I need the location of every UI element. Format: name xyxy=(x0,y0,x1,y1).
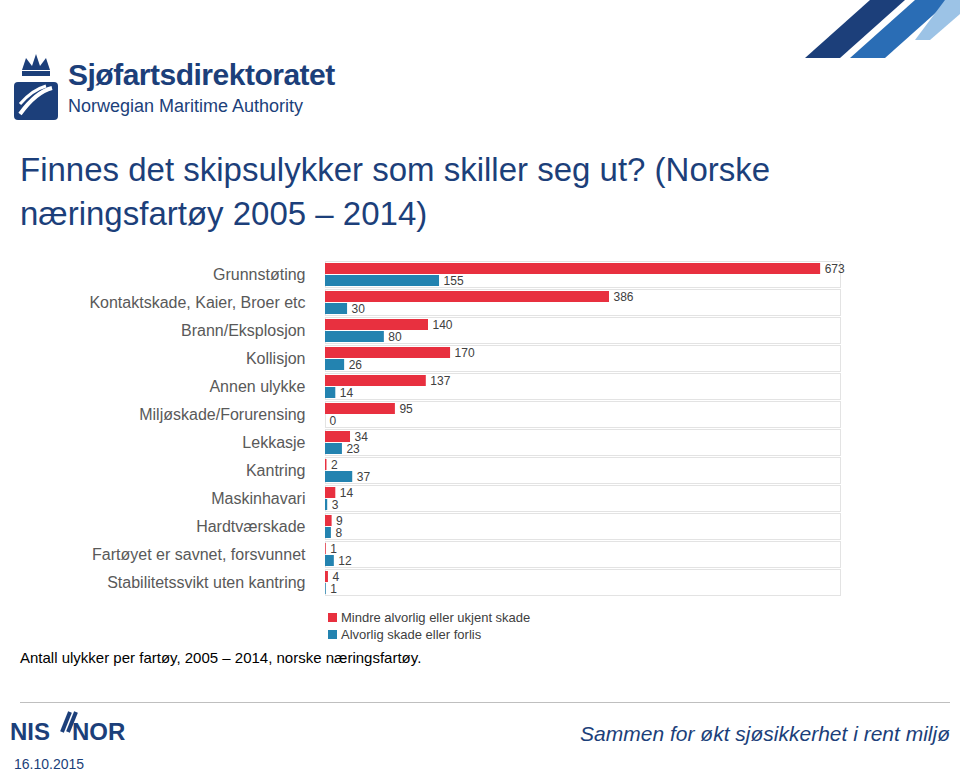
svg-text:4: 4 xyxy=(332,569,340,584)
svg-text:2: 2 xyxy=(331,458,338,472)
svg-text:12: 12 xyxy=(338,554,352,568)
svg-text:Kontaktskade, Kaier, Broer etc: Kontaktskade, Kaier, Broer etc xyxy=(89,294,305,311)
html-text:Mindre alvorlig eller ukjent s: Mindre alvorlig eller ukjent skade xyxy=(341,610,531,625)
svg-text:23: 23 xyxy=(346,442,360,456)
svg-text:30: 30 xyxy=(352,302,366,316)
svg-text:Grunnstøting: Grunnstøting xyxy=(213,266,305,283)
svg-text:386: 386 xyxy=(613,290,633,304)
html-text:NIS: NIS xyxy=(10,718,50,745)
svg-text:155: 155 xyxy=(444,274,464,288)
svg-text:37: 37 xyxy=(357,470,371,484)
svg-text:0: 0 xyxy=(330,414,337,428)
svg-text:80: 80 xyxy=(388,330,402,344)
svg-text:140: 140 xyxy=(433,318,453,332)
svg-text:95: 95 xyxy=(399,402,413,416)
svg-text:Brann/Eksplosjon: Brann/Eksplosjon xyxy=(181,322,306,339)
svg-text:14: 14 xyxy=(340,386,354,400)
svg-text:26: 26 xyxy=(349,358,363,372)
svg-text:1: 1 xyxy=(330,582,337,596)
html-text:Sammen for økt sjøsikkerhet i: Sammen for økt sjøsikkerhet i rent miljø xyxy=(580,722,950,745)
html-text:Antall ulykker per fartøy, 200: Antall ulykker per fartøy, 2005 – 2014, … xyxy=(20,649,422,666)
svg-text:Kantring: Kantring xyxy=(246,462,306,479)
html-text:Norwegian Maritime Authority: Norwegian Maritime Authority xyxy=(68,96,304,116)
svg-text:Annen ulykke: Annen ulykke xyxy=(209,378,305,395)
svg-text:9: 9 xyxy=(336,513,343,528)
html-text:Finnes det skipsulykker som sk: Finnes det skipsulykker som skiller seg … xyxy=(20,151,771,232)
svg-text:Lekkasje: Lekkasje xyxy=(242,434,305,451)
svg-text:170: 170 xyxy=(455,346,475,360)
svg-text:673: 673 xyxy=(825,262,845,276)
svg-text:Fartøyet er savnet, forsvunnet: Fartøyet er savnet, forsvunnet xyxy=(92,546,306,563)
svg-text:Miljøskade/Forurensing: Miljøskade/Forurensing xyxy=(139,406,305,423)
svg-text:Hardtværskade: Hardtværskade xyxy=(196,518,305,535)
svg-text:137: 137 xyxy=(430,374,450,388)
svg-text:1: 1 xyxy=(330,542,337,556)
svg-text:8: 8 xyxy=(335,526,342,540)
svg-text:3: 3 xyxy=(332,498,339,512)
html-text:Alvorlig skade eller forlis: Alvorlig skade eller forlis xyxy=(341,627,482,642)
html-text:16.10.2015: 16.10.2015 xyxy=(14,756,85,772)
svg-text:Stabilitetssvikt uten kantring: Stabilitetssvikt uten kantring xyxy=(107,574,305,591)
svg-text:14: 14 xyxy=(340,486,354,500)
html-text:Sjøfartsdirektoratet: Sjøfartsdirektoratet xyxy=(68,58,335,91)
svg-text:Maskinhavari: Maskinhavari xyxy=(211,490,305,507)
svg-text:34: 34 xyxy=(354,429,368,444)
svg-text:Kollisjon: Kollisjon xyxy=(246,350,306,367)
html-text:NOR: NOR xyxy=(72,718,126,745)
